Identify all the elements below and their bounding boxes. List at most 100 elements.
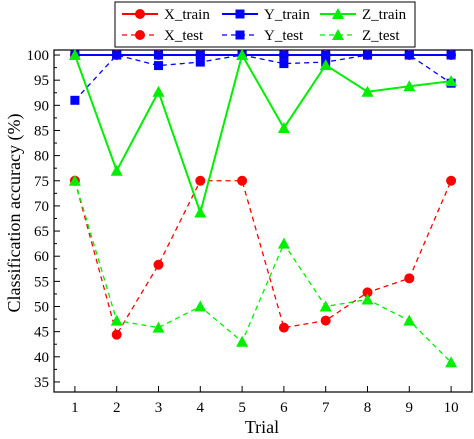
- y-tick-label: 35: [34, 375, 49, 391]
- data-point: [195, 50, 205, 60]
- legend-marker: [135, 30, 145, 40]
- series-x-test: [69, 175, 457, 340]
- legend-marker: [332, 29, 344, 40]
- legend-item: Y_train: [222, 7, 310, 23]
- data-point: [112, 50, 122, 60]
- legend-box: [114, 1, 416, 48]
- series-line: [73, 52, 452, 216]
- data-point: [236, 335, 249, 347]
- legend-label: X_test: [164, 28, 204, 44]
- data-point: [362, 287, 373, 298]
- series-y-test: [70, 50, 456, 105]
- y-tick-label: 100: [27, 48, 50, 64]
- legend-item: X_train: [122, 7, 210, 23]
- legend-label: Z_train: [362, 7, 407, 23]
- x-tick-label: 7: [322, 400, 330, 416]
- data-point: [194, 300, 207, 312]
- data-point: [277, 121, 290, 133]
- legend-item: Y_test: [222, 28, 304, 44]
- x-tick-label: 9: [406, 400, 414, 416]
- x-axis-ticks: 1 2 3 4 5 6 7 8 9 10: [71, 386, 459, 416]
- x-tick-label: 4: [197, 400, 205, 416]
- y-tick-label: 40: [34, 350, 49, 366]
- y-tick-label: 70: [34, 199, 49, 215]
- data-point: [319, 59, 332, 71]
- x-tick-label: 10: [444, 400, 459, 416]
- data-point: [154, 61, 163, 71]
- data-point: [404, 50, 414, 60]
- data-point: [363, 50, 372, 60]
- series-z-train: [68, 49, 458, 218]
- data-point: [195, 175, 206, 186]
- legend-marker: [135, 9, 145, 19]
- y-tick-label: 80: [34, 149, 49, 165]
- data-point: [195, 57, 205, 67]
- data-point: [321, 50, 331, 60]
- y-tick-label: 85: [34, 123, 49, 139]
- y-tick-label: 75: [34, 174, 49, 190]
- plot-frame: [53, 49, 473, 393]
- y-axis-title: Classification accuracy (%): [4, 114, 25, 313]
- series-line: [74, 54, 452, 101]
- legend: X_train Y_train Z_train X_test Y_test Z_test: [114, 1, 416, 48]
- data-point: [279, 59, 289, 69]
- y-tick-label: 45: [34, 325, 49, 341]
- legend-label: X_train: [164, 7, 210, 23]
- data-point: [111, 329, 122, 340]
- data-point: [152, 85, 165, 97]
- y-tick-label: 90: [34, 98, 49, 114]
- data-point: [320, 315, 331, 326]
- data-point: [70, 95, 80, 105]
- data-point: [403, 80, 416, 92]
- y-tick-label: 50: [34, 300, 49, 316]
- data-point: [446, 50, 456, 60]
- y-tick-label: 65: [34, 224, 49, 240]
- y-tick-label: 60: [34, 249, 49, 265]
- data-point: [152, 321, 165, 333]
- series-z-test: [68, 174, 458, 368]
- data-point: [110, 164, 123, 176]
- legend-marker: [235, 9, 245, 19]
- legend-label: Y_train: [264, 7, 310, 23]
- data-point: [404, 273, 415, 284]
- data-point: [236, 49, 249, 61]
- legend-item: Z_train: [320, 7, 407, 23]
- data-point: [154, 50, 163, 60]
- data-point: [445, 75, 458, 87]
- data-point: [446, 175, 457, 186]
- legend-label: Z_test: [362, 28, 400, 44]
- x-tick-label: 5: [238, 400, 246, 416]
- legend-item: Z_test: [320, 28, 400, 44]
- x-tick-label: 8: [364, 400, 372, 416]
- x-tick-label: 1: [71, 400, 79, 416]
- legend-marker: [235, 30, 245, 40]
- data-point: [194, 206, 207, 218]
- data-point: [237, 175, 248, 186]
- data-point: [403, 314, 416, 326]
- data-point: [319, 300, 332, 312]
- legend-item: X_test: [122, 28, 204, 44]
- data-point: [445, 356, 458, 368]
- legend-marker: [332, 8, 344, 19]
- data-point: [110, 314, 123, 326]
- data-point: [277, 237, 290, 249]
- x-tick-label: 2: [113, 400, 121, 416]
- y-tick-label: 55: [34, 274, 49, 290]
- x-axis-title: Trial: [245, 417, 279, 437]
- data-point: [68, 49, 81, 61]
- data-point: [278, 322, 289, 333]
- series-line: [74, 180, 452, 337]
- x-tick-label: 6: [280, 400, 288, 416]
- data-point: [361, 293, 374, 305]
- series-line: [74, 180, 452, 363]
- data-point: [68, 174, 81, 186]
- x-tick-label: 3: [155, 400, 163, 416]
- legend-label: Y_test: [264, 28, 304, 44]
- data-point: [279, 50, 289, 60]
- plot-area: [53, 49, 473, 393]
- y-axis-ticks: 35 40 45 50 55 60 65 70 75 80 85 90 95 100: [27, 48, 60, 391]
- data-point: [153, 259, 164, 270]
- data-point: [361, 85, 374, 97]
- y-tick-label: 95: [34, 73, 49, 89]
